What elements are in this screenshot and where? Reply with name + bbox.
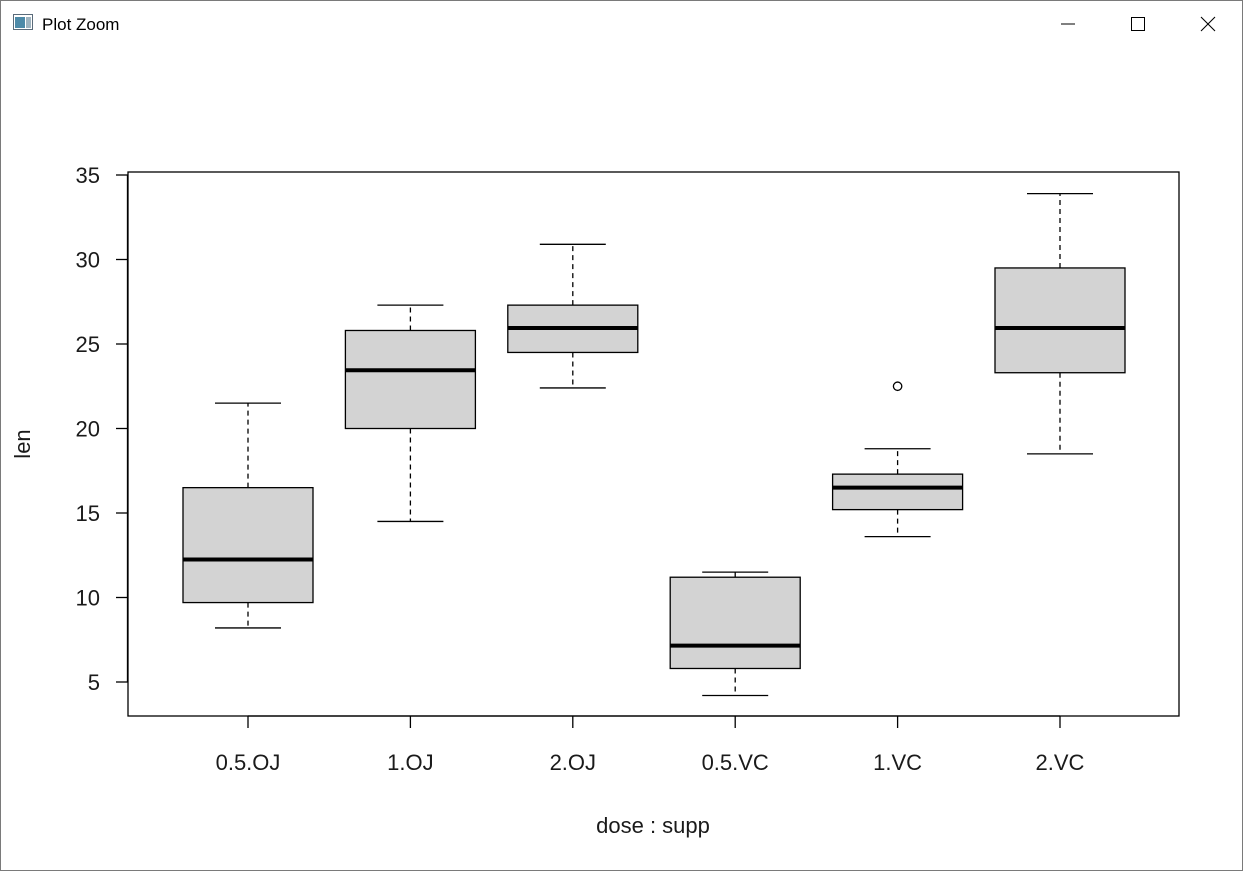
y-tick-label-35: 35: [76, 163, 100, 188]
maximize-icon: [1131, 17, 1145, 31]
iqr-box: [344, 329, 477, 430]
y-tick-label-10: 10: [76, 586, 100, 611]
iqr-box: [182, 486, 314, 604]
minimize-button[interactable]: [1033, 1, 1103, 47]
box-2.OJ: [507, 243, 639, 389]
box-2.VC: [994, 192, 1126, 455]
x-tick-label-1.VC: 1.VC: [873, 750, 922, 775]
outlier-point: [892, 381, 903, 392]
title-bar[interactable]: Plot Zoom: [1, 1, 1242, 47]
close-button[interactable]: [1173, 1, 1243, 47]
box-0.5.OJ: [182, 402, 314, 629]
x-axis: 0.5.OJ 1.OJ 2.OJ 0.5.VC 1.VC 2.VC: [216, 715, 1085, 775]
y-axis-label: len: [10, 429, 35, 458]
y-tick-label-25: 25: [76, 332, 100, 357]
x-tick-label-2.VC: 2.VC: [1036, 750, 1085, 775]
x-tick-label-2.OJ: 2.OJ: [550, 750, 596, 775]
y-tick-label-20: 20: [76, 417, 100, 442]
x-axis-label: dose : supp: [596, 813, 710, 838]
box-1.OJ: [344, 304, 477, 523]
y-tick-label-5: 5: [88, 670, 100, 695]
y-axis: 5 10 15 20 25 30 35: [76, 163, 129, 695]
y-tick-label-30: 30: [76, 248, 100, 273]
plot-window-icon: [13, 14, 33, 30]
box-0.5.VC: [669, 571, 801, 697]
y-tick-label-15: 15: [76, 501, 100, 526]
x-tick-label-0.5.OJ: 0.5.OJ: [216, 750, 281, 775]
iqr-box: [994, 267, 1126, 374]
minimize-icon: [1061, 23, 1075, 25]
maximize-button[interactable]: [1103, 1, 1173, 47]
box-1.VC: [831, 381, 964, 538]
x-tick-label-0.5.VC: 0.5.VC: [702, 750, 769, 775]
iqr-box: [669, 576, 801, 670]
plot-frame: [127, 171, 1180, 717]
close-icon: [1200, 16, 1216, 32]
x-tick-label-1.OJ: 1.OJ: [387, 750, 433, 775]
iqr-box: [831, 473, 964, 511]
window-title: Plot Zoom: [42, 15, 120, 34]
boxes-layer: [182, 192, 1126, 697]
plot-area: 5 10 15 20 25 30 35 0.5.OJ 1.OJ 2.OJ 0.5.VC 1.VC 2.…: [1, 47, 1242, 870]
boxplot-chart: 5 10 15 20 25 30 35 0.5.OJ 1.OJ 2.OJ 0.5.VC 1.VC 2.…: [10, 163, 1180, 838]
